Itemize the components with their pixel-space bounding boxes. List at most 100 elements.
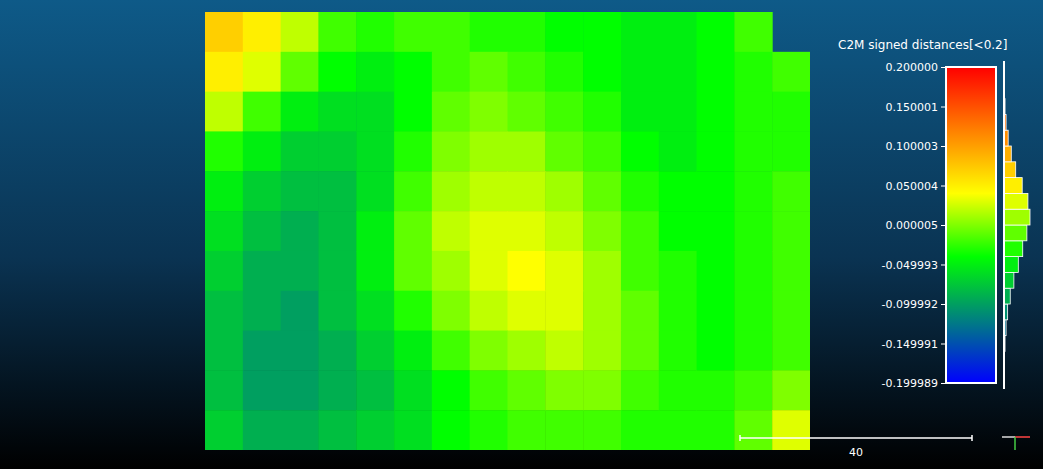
cell <box>281 251 319 291</box>
histogram-bar <box>1004 257 1018 273</box>
cell <box>243 251 281 291</box>
cell <box>772 291 810 331</box>
cell <box>470 211 508 251</box>
cell <box>621 211 659 251</box>
cell <box>356 291 394 331</box>
cell <box>318 370 356 410</box>
cell <box>772 211 810 251</box>
cell <box>659 410 697 450</box>
cell <box>621 12 659 52</box>
cell <box>697 331 735 371</box>
cell <box>394 331 432 371</box>
color-bar <box>946 67 996 383</box>
scale-bar-end <box>739 435 741 441</box>
tick-label: 0.050004 <box>886 180 939 193</box>
cell <box>621 171 659 211</box>
cell <box>243 291 281 331</box>
cell <box>545 291 583 331</box>
cell <box>432 211 470 251</box>
cell <box>583 291 621 331</box>
cell <box>734 251 772 291</box>
cell <box>659 291 697 331</box>
cell <box>470 370 508 410</box>
cell <box>659 211 697 251</box>
tripod-z <box>1014 437 1016 450</box>
tick-mark <box>941 264 945 265</box>
cell <box>772 52 810 92</box>
cell <box>281 291 319 331</box>
tick: -0.099992 <box>882 298 945 311</box>
cell <box>281 171 319 211</box>
cell <box>772 92 810 132</box>
cell <box>470 171 508 211</box>
tick-mark <box>941 186 945 187</box>
cell <box>356 410 394 450</box>
cell <box>583 211 621 251</box>
cell <box>734 12 772 52</box>
cell <box>205 211 243 251</box>
cell <box>356 211 394 251</box>
cell <box>281 12 319 52</box>
cell <box>205 291 243 331</box>
tick-label: 0.100003 <box>886 140 939 153</box>
tick: 0.050004 <box>886 180 946 193</box>
chart: C2M signed distances[<0.2]0.2000000.1500… <box>0 0 1043 469</box>
cell <box>545 171 583 211</box>
cell <box>432 12 470 52</box>
cell <box>621 52 659 92</box>
histogram-bar <box>1004 209 1030 225</box>
cell <box>470 131 508 171</box>
cell <box>243 92 281 132</box>
cell <box>394 171 432 211</box>
histogram-bar <box>1004 162 1016 178</box>
cell <box>697 370 735 410</box>
cell <box>659 92 697 132</box>
cell <box>583 251 621 291</box>
cell <box>583 92 621 132</box>
cell <box>356 331 394 371</box>
cell <box>318 291 356 331</box>
cell <box>318 92 356 132</box>
tick-label: -0.099992 <box>882 298 938 311</box>
cell <box>205 92 243 132</box>
histogram-bar <box>1004 193 1028 209</box>
cell <box>772 370 810 410</box>
cell <box>281 211 319 251</box>
cell <box>243 52 281 92</box>
cell <box>243 410 281 450</box>
cell <box>356 131 394 171</box>
cell <box>697 211 735 251</box>
cell <box>470 52 508 92</box>
axis-tripod <box>1002 437 1030 450</box>
cell <box>356 171 394 211</box>
cell <box>697 12 735 52</box>
cell <box>772 171 810 211</box>
scale-bar-line <box>740 437 972 439</box>
tick-label: 0.150001 <box>886 101 939 114</box>
cell <box>394 211 432 251</box>
cell <box>508 52 546 92</box>
cell <box>318 410 356 450</box>
cell <box>432 92 470 132</box>
cell <box>583 331 621 371</box>
cell <box>621 410 659 450</box>
cell <box>243 12 281 52</box>
tick: -0.149991 <box>882 338 945 351</box>
cell <box>621 92 659 132</box>
cell <box>697 52 735 92</box>
tick-label: -0.049993 <box>882 259 938 272</box>
cell <box>394 251 432 291</box>
tick-mark <box>941 67 945 68</box>
cell <box>205 131 243 171</box>
cell <box>508 171 546 211</box>
cell <box>659 171 697 211</box>
cell <box>243 211 281 251</box>
cell <box>734 291 772 331</box>
cell <box>583 52 621 92</box>
tripod-y <box>1002 436 1015 438</box>
tick-mark <box>941 146 945 147</box>
histogram <box>1004 67 1030 383</box>
cell <box>318 52 356 92</box>
cell <box>281 92 319 132</box>
cell <box>243 331 281 371</box>
